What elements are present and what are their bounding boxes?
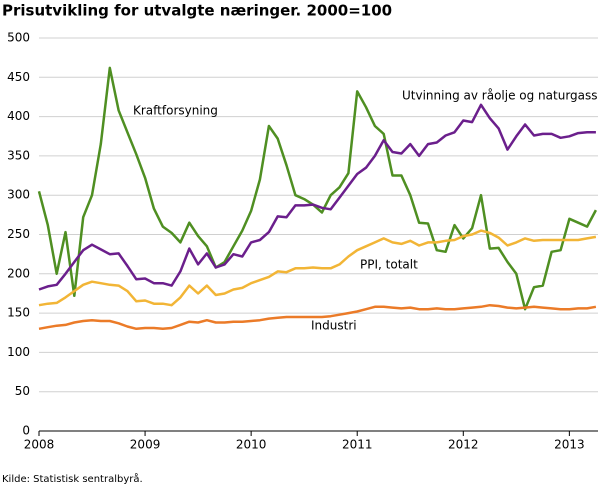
- series-line: [38, 229, 597, 307]
- series-line: [38, 103, 596, 291]
- series-label: Kraftforsyning: [133, 104, 218, 118]
- chart-title: Prisutvikling for utvalgte næringer. 200…: [2, 2, 392, 20]
- y-tick-label: 300: [7, 188, 30, 202]
- x-tick-label: 2011: [342, 438, 373, 452]
- y-tick-label: 100: [7, 345, 30, 359]
- x-tick-label: 2012: [448, 438, 479, 452]
- source: Kilde: Statistisk sentralbyrå.: [2, 472, 143, 485]
- x-tick-label: 2013: [554, 438, 585, 452]
- y-tick-label: 500: [7, 31, 30, 45]
- y-tick-label: 0: [22, 424, 30, 438]
- series-line: [37, 66, 598, 311]
- y-tick-label: 50: [15, 384, 30, 398]
- y-tick-label: 200: [7, 266, 30, 280]
- y-tick-label: 450: [7, 70, 30, 84]
- y-tick-label: 400: [7, 109, 30, 123]
- y-tick-label: 150: [7, 306, 30, 320]
- series-line: [38, 303, 597, 331]
- y-tick-label: 350: [7, 148, 30, 162]
- series-label: Industri: [311, 319, 357, 333]
- series-label: PPI, totalt: [360, 258, 418, 272]
- series-label: Utvinning av råolje og naturgass: [402, 89, 598, 103]
- y-tick-label: 250: [7, 227, 30, 241]
- x-tick-label: 2008: [24, 438, 55, 452]
- x-tick-label: 2010: [236, 438, 267, 452]
- x-tick-label: 2009: [130, 438, 161, 452]
